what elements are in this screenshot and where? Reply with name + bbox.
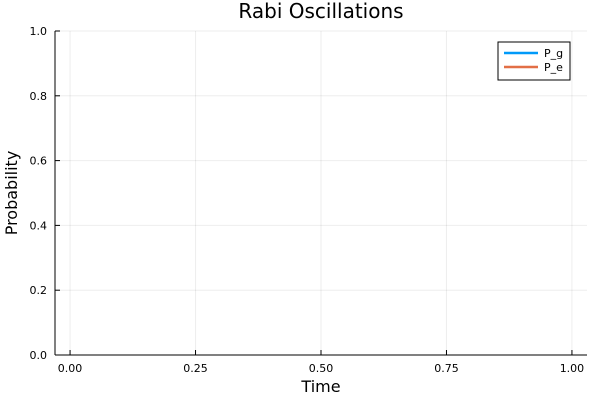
y-tick-label: 0.0 — [30, 349, 48, 362]
legend-label: P_g — [544, 47, 563, 60]
grid — [55, 30, 587, 356]
x-axis-label: Time — [300, 377, 340, 396]
x-tick-label: 0.25 — [183, 362, 208, 375]
y-axis-label: Probability — [2, 151, 21, 236]
legend-label: P_e — [544, 61, 563, 74]
legend-box — [497, 41, 571, 81]
x-tick-label: 0.50 — [309, 362, 334, 375]
y-ticks: 0.0 0.2 0.4 0.6 0.8 1.0 — [30, 25, 60, 362]
x-ticks: 0.00 0.25 0.50 0.75 1.00 — [58, 350, 584, 375]
y-tick-label: 0.6 — [30, 155, 48, 168]
y-tick-label: 1.0 — [30, 25, 48, 38]
x-tick-label: 0.75 — [434, 362, 459, 375]
x-tick-label: 0.00 — [58, 362, 83, 375]
chart-title: Rabi Oscillations — [238, 0, 403, 23]
x-tick-label: 1.00 — [560, 362, 585, 375]
y-tick-label: 0.8 — [30, 90, 48, 103]
y-tick-label: 0.2 — [30, 284, 48, 297]
y-tick-label: 0.4 — [30, 219, 48, 232]
legend: P_gP_e — [497, 41, 571, 81]
